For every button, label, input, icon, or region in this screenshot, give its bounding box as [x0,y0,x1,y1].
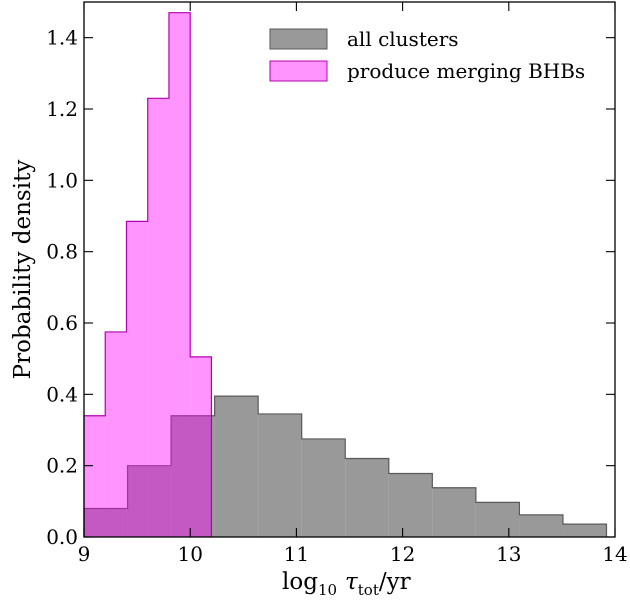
y-tick-label: 0.4 [46,382,78,406]
x-tick-label: 14 [602,542,627,566]
x-tick-label: 12 [390,542,415,566]
histogram-bar-all-clusters [171,415,215,537]
legend-swatch-merging-bhbs [269,60,328,82]
histogram-bar-merging-bhbs [84,415,106,537]
x-axis-label-base: 10 [318,581,337,599]
histogram-bar-all-clusters [562,524,607,537]
histogram-outline-merging-bhbs [83,12,213,537]
x-axis-label-unit: /yr [379,569,411,595]
x-tick-label: 10 [177,542,202,566]
histogram-bar-all-clusters [432,487,476,537]
y-tick-label: 0.0 [46,525,78,549]
series-all-clusters [83,395,608,537]
legend-label-merging-bhbs: produce merging BHBs [347,59,585,83]
histogram-bar-merging-bhbs [190,356,212,537]
histogram-bar-all-clusters [84,508,128,537]
legend-swatch-all-clusters [269,28,328,50]
x-tick-label: 9 [78,542,91,566]
y-tick-label: 0.2 [46,454,78,478]
ticks-layer [83,2,616,538]
x-tick-label: 11 [284,542,309,566]
tick-labels-layer: 9 10 11 12 13 14 0.0 0.2 0.4 0.6 0.8 1.0 1.2 1.4 [46,26,628,566]
plot-frame [83,1,616,538]
series-merging-bhbs [83,12,213,538]
histogram-bar-all-clusters [127,465,172,537]
histogram-bar-all-clusters [475,502,520,537]
x-axis-label-log: log [282,569,318,595]
x-axis-label: log10 τtot/yr [282,569,411,599]
histogram-bar-merging-bhbs [147,98,169,538]
histogram-bar-merging-bhbs [126,221,148,537]
histogram-bar-all-clusters [519,514,563,537]
bars-layer [83,12,608,538]
histogram-bar-merging-bhbs [168,12,191,537]
y-tick-label: 0.8 [46,240,78,264]
histogram-bar-merging-bhbs [105,331,127,537]
y-tick-label: 1.2 [46,97,78,121]
legend: all clusters produce merging BHBs [269,27,585,83]
histogram-bar-all-clusters [214,396,259,537]
histogram-bar-all-clusters [258,413,302,537]
legend-label-all-clusters: all clusters [347,27,459,51]
histogram-bar-all-clusters [301,438,346,537]
x-axis-label-tot: tot [358,581,379,599]
y-tick-label: 1.4 [46,26,78,50]
y-tick-label: 1.0 [46,168,78,192]
histogram-bar-all-clusters [345,458,389,537]
y-axis-label: Probability density [10,160,36,380]
histogram-outline-all-clusters [83,395,608,537]
x-axis-label-tau: τ [345,569,359,595]
y-tick-label: 0.6 [46,311,78,335]
x-tick-label: 13 [496,542,521,566]
histogram-bar-all-clusters [388,473,433,537]
